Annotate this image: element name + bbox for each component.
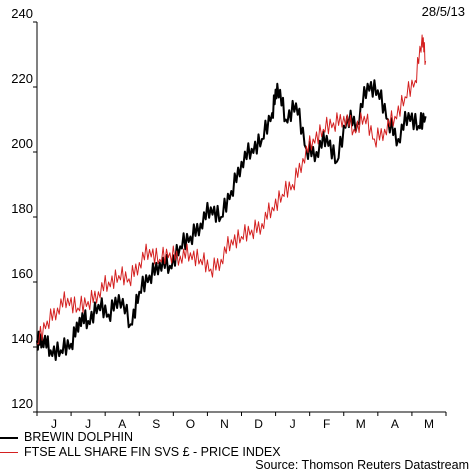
y-tick-label: 120 <box>11 396 33 411</box>
y-tick-label: 160 <box>11 266 33 281</box>
legend-item-brewin: BREWIN DOLPHIN <box>0 430 281 445</box>
legend-item-ftse: FTSE ALL SHARE FIN SVS £ - PRICE INDEX <box>0 445 281 460</box>
legend-swatch-ftse <box>0 452 18 453</box>
x-month-label: S <box>152 417 160 431</box>
x-month-label: J <box>85 417 91 431</box>
legend: BREWIN DOLPHIN FTSE ALL SHARE FIN SVS £ … <box>0 430 281 460</box>
source-note: Source: Thomson Reuters Datastream <box>255 458 469 472</box>
date-label: 28/5/13 <box>421 4 465 19</box>
series-layer <box>36 34 427 361</box>
chart-axes <box>36 22 446 413</box>
x-month-label: J <box>290 417 296 431</box>
series-line-brewin-dolphin <box>36 79 427 361</box>
series-line-ftse-fin-svs <box>36 34 427 345</box>
x-month-label: A <box>391 417 399 431</box>
x-month-label: J <box>51 417 57 431</box>
y-tick-label: 220 <box>11 71 33 86</box>
x-month-label: M <box>424 417 434 431</box>
x-month-label: A <box>118 417 126 431</box>
legend-swatch-brewin <box>0 436 18 439</box>
x-month-label: M <box>356 417 366 431</box>
x-month-label: O <box>186 417 195 431</box>
y-tick-label: 180 <box>11 201 33 216</box>
y-tick-label: 140 <box>11 331 33 346</box>
x-month-label: D <box>254 417 263 431</box>
x-month-label: F <box>323 417 330 431</box>
y-tick-label: 240 <box>11 6 33 21</box>
x-month-label: N <box>220 417 229 431</box>
legend-label-brewin: BREWIN DOLPHIN <box>24 430 134 444</box>
legend-label-ftse: FTSE ALL SHARE FIN SVS £ - PRICE INDEX <box>24 445 281 459</box>
y-axis-ticks: 120 140 160 180 200 220 240 <box>11 6 37 413</box>
y-tick-label: 200 <box>11 136 33 151</box>
